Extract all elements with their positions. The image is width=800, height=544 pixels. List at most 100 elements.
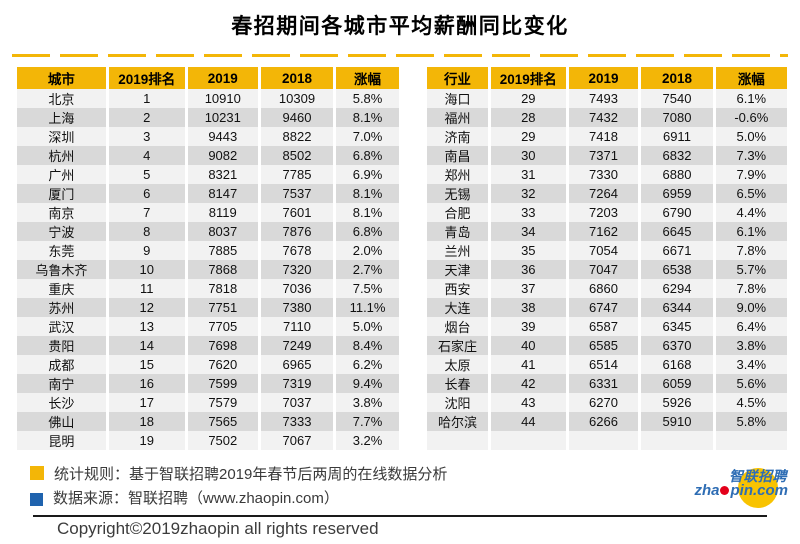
table-row: 合肥 33 7203 6790 4.4% xyxy=(427,203,787,222)
table-cell: 12 xyxy=(108,298,185,317)
table-cell: 6270 xyxy=(568,393,639,412)
table-cell: 2 xyxy=(108,108,185,127)
table-cell: 6911 xyxy=(641,127,713,146)
table-cell: 6344 xyxy=(641,298,713,317)
table-cell: 18 xyxy=(108,412,185,431)
table-cell: 5.8% xyxy=(336,89,399,108)
table-row: 贵阳 14 7698 7249 8.4% xyxy=(17,336,399,355)
table-cell: 7502 xyxy=(187,431,258,450)
data-source-row: 数据来源：智联招聘（www.zhaopin.com） xyxy=(30,485,447,509)
table-cell: 昆明 xyxy=(17,431,106,450)
table-cell: 29 xyxy=(490,127,566,146)
table-row: 沈阳 43 6270 5926 4.5% xyxy=(427,393,787,412)
table-row: 南昌 30 7371 6832 7.3% xyxy=(427,146,787,165)
table-cell: 3.4% xyxy=(715,355,787,374)
table-cell: 广州 xyxy=(17,165,106,184)
table-cell: 合肥 xyxy=(427,203,488,222)
table-cell: 19 xyxy=(108,431,185,450)
table-cell: 7432 xyxy=(568,108,639,127)
table-cell: 2.0% xyxy=(336,241,399,260)
table-cell: 6832 xyxy=(641,146,713,165)
logo-domain-pre: zha xyxy=(694,482,720,499)
table-row: 郑州 31 7330 6880 7.9% xyxy=(427,165,787,184)
data-source-note: 数据来源：智联招聘（www.zhaopin.com） xyxy=(53,489,339,507)
table-row: 重庆 11 7818 7036 7.5% xyxy=(17,279,399,298)
table-row: 南宁 16 7599 7319 9.4% xyxy=(17,374,399,393)
table-row: 哈尔滨 44 6266 5910 5.8% xyxy=(427,412,787,431)
table-row: 昆明 19 7502 7067 3.2% xyxy=(17,431,399,450)
table-cell: 7162 xyxy=(568,222,639,241)
table-cell: 38 xyxy=(490,298,566,317)
table-cell: 6880 xyxy=(641,165,713,184)
logo-domain-text: zha pin.com xyxy=(694,482,788,499)
table-cell: 乌鲁木齐 xyxy=(17,260,106,279)
table-cell: 29 xyxy=(490,89,566,108)
table-cell: 福州 xyxy=(427,108,488,127)
table-cell: 11.1% xyxy=(336,298,399,317)
table-cell: 东莞 xyxy=(17,241,106,260)
table-cell: 兰州 xyxy=(427,241,488,260)
table-cell xyxy=(568,431,639,450)
table-cell: 30 xyxy=(490,146,566,165)
table-cell: 5.0% xyxy=(336,317,399,336)
table-cell: 7678 xyxy=(260,241,334,260)
table-cell: 7.9% xyxy=(715,165,787,184)
table-row: 福州 28 7432 7080 -0.6% xyxy=(427,108,787,127)
table-cell: 5 xyxy=(108,165,185,184)
table-row: 武汉 13 7705 7110 5.0% xyxy=(17,317,399,336)
table-cell: 长沙 xyxy=(17,393,106,412)
table-cell: 7.8% xyxy=(715,241,787,260)
table-row: 东莞 9 7885 7678 2.0% xyxy=(17,241,399,260)
table-cell: 7.7% xyxy=(336,412,399,431)
table-cell: 沈阳 xyxy=(427,393,488,412)
table-cell: 哈尔滨 xyxy=(427,412,488,431)
table-row: 烟台 39 6587 6345 6.4% xyxy=(427,317,787,336)
table-cell: 7.5% xyxy=(336,279,399,298)
copyright-text: Copyright©2019zhaopin all rights reserve… xyxy=(57,519,379,538)
table-cell: 贵阳 xyxy=(17,336,106,355)
table-cell: 2.7% xyxy=(336,260,399,279)
column-header: 涨幅 xyxy=(336,67,399,89)
table-cell: 7203 xyxy=(568,203,639,222)
table-row: 上海 2 10231 9460 8.1% xyxy=(17,108,399,127)
table-cell: 10309 xyxy=(260,89,334,108)
table-cell: 15 xyxy=(108,355,185,374)
table-cell: 成都 xyxy=(17,355,106,374)
table-cell: 3.8% xyxy=(715,336,787,355)
table-cell: 长春 xyxy=(427,374,488,393)
stats-rule-note: 统计规则：基于智联招聘2019年春节后两周的在线数据分析 xyxy=(54,465,448,483)
table-cell: 7036 xyxy=(260,279,334,298)
table-cell: 6294 xyxy=(641,279,713,298)
column-header: 2019排名 xyxy=(490,67,566,89)
tables-container: 城市 2019排名 2019 2018 涨幅 北京 1 10910 10309 5.8% 上海 2 10… xyxy=(14,67,790,450)
table-cell: 7537 xyxy=(260,184,334,203)
table-cell: 8321 xyxy=(187,165,258,184)
table-cell: 太原 xyxy=(427,355,488,374)
table-cell: 6.9% xyxy=(336,165,399,184)
table-cell xyxy=(641,431,713,450)
table-cell: 8.1% xyxy=(336,108,399,127)
table-cell: 6671 xyxy=(641,241,713,260)
table-cell: 37 xyxy=(490,279,566,298)
logo-red-dot-icon xyxy=(720,486,730,495)
table-cell: 6059 xyxy=(641,374,713,393)
column-header: 城市 xyxy=(17,67,106,89)
table-cell: 9.0% xyxy=(715,298,787,317)
logo-domain-post: pin.com xyxy=(730,482,788,499)
table-cell: 3.8% xyxy=(336,393,399,412)
table-cell: 7.0% xyxy=(336,127,399,146)
table-cell: 6.1% xyxy=(715,89,787,108)
table-row xyxy=(427,431,787,450)
table-cell: 6747 xyxy=(568,298,639,317)
table-cell: 9 xyxy=(108,241,185,260)
table-cell: 7047 xyxy=(568,260,639,279)
column-header: 行业 xyxy=(427,67,488,89)
table-cell: 6587 xyxy=(568,317,639,336)
table-cell: 宁波 xyxy=(17,222,106,241)
table-cell: 郑州 xyxy=(427,165,488,184)
table-cell: 南昌 xyxy=(427,146,488,165)
table-cell: 7818 xyxy=(187,279,258,298)
table-cell: 7.3% xyxy=(715,146,787,165)
table-cell: 7067 xyxy=(260,431,334,450)
table-cell: 厦门 xyxy=(17,184,106,203)
